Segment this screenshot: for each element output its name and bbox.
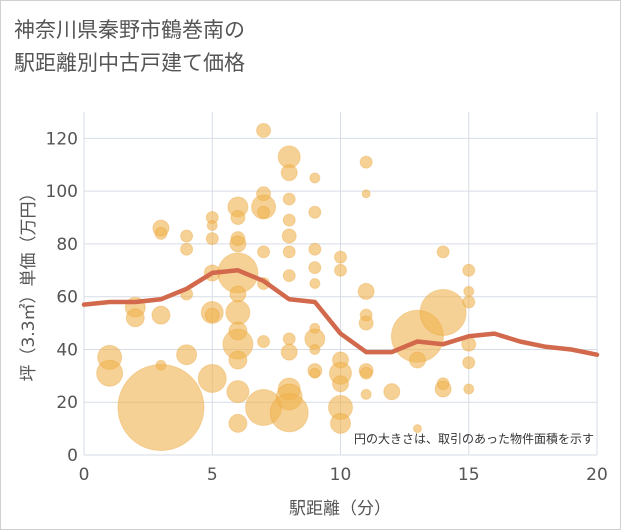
data-bubble [282,213,296,227]
data-bubble [332,375,349,393]
x-axis-title: 駅距離（分） [289,499,391,519]
data-bubble [229,235,247,253]
data-bubble [205,232,219,246]
data-bubble [281,228,297,244]
x-tick-label: 20 [586,465,608,485]
data-bubble [256,122,272,138]
x-tick-label: 10 [330,465,352,485]
average-trend-line [81,268,600,357]
data-bubble [462,295,476,309]
data-bubble [280,164,298,182]
data-bubble [197,363,227,393]
data-bubble [359,366,373,380]
data-bubble [280,343,298,361]
data-bubble [204,307,220,323]
data-bubble [436,245,450,259]
y-tick-label: 60 [56,288,78,308]
data-bubble [357,282,375,300]
data-bubble [309,367,321,379]
data-bubble [330,412,351,434]
y-tick-label: 100 [46,182,78,202]
data-bubble [257,335,271,349]
tick-labels: 0 5 10 15 20 0 20 40 60 80 100 120 [46,129,608,485]
data-bubble [358,315,374,331]
data-bubble [419,289,467,337]
data-bubble [230,210,246,226]
data-bubble [463,383,475,395]
data-bubble [206,219,218,231]
data-bubble [309,343,321,355]
y-tick-label: 40 [56,340,78,360]
grid-lines [83,112,598,456]
data-bubble [282,332,296,346]
data-bubble [282,192,296,206]
data-bubble [176,344,198,366]
x-tick-label: 0 [79,465,90,485]
data-bubble [125,308,145,328]
data-bubble [334,250,347,264]
data-bubble [154,226,168,240]
y-axis-title: 坪（3.3㎡）単価（万円） [19,184,39,381]
y-tick-label: 20 [56,393,78,413]
chart-title-line1: 神奈川県秦野市鶴巻南の [14,18,245,42]
data-bubble [308,261,322,275]
data-bubble [180,229,194,243]
data-bubble [180,242,194,256]
y-tick-label: 80 [56,235,78,255]
data-bubble [228,413,248,433]
data-bubble [359,155,373,169]
bubble-layer [96,122,477,452]
data-bubble [309,172,321,184]
y-tick-label: 120 [46,129,78,149]
data-bubble [408,351,426,369]
data-bubble [282,245,296,259]
data-bubble [308,205,322,219]
chart-title: 神奈川県秦野市鶴巻南の 駅距離別中古戸建て価格 [14,14,245,80]
x-tick-label: 15 [458,465,480,485]
data-bubble [228,350,248,370]
data-bubble [96,359,124,387]
data-bubble [257,245,271,259]
data-bubble [151,305,171,325]
data-bubble [117,364,205,452]
data-bubble [462,356,476,370]
data-bubble [434,380,452,398]
data-bubble [225,300,251,326]
y-tick-label: 0 [67,446,78,466]
chart-title-line2: 駅距離別中古戸建て価格 [14,51,245,75]
data-bubble [309,278,321,289]
data-bubble [412,424,422,434]
data-bubble [257,205,271,219]
bubble-size-note: 円の大きさは、取引のあった物件面積を示す [354,431,594,446]
data-bubble [229,285,247,303]
data-bubble [308,242,322,256]
data-bubble [463,285,475,297]
data-bubble [360,388,372,400]
trend-line-layer [81,268,600,357]
data-bubble [383,383,401,401]
data-bubble [282,269,296,283]
data-bubble [269,393,309,433]
data-bubble [361,189,371,199]
data-bubble [462,263,476,277]
x-tick-label: 5 [207,465,218,485]
data-bubble [226,380,250,404]
data-bubble [334,263,347,277]
